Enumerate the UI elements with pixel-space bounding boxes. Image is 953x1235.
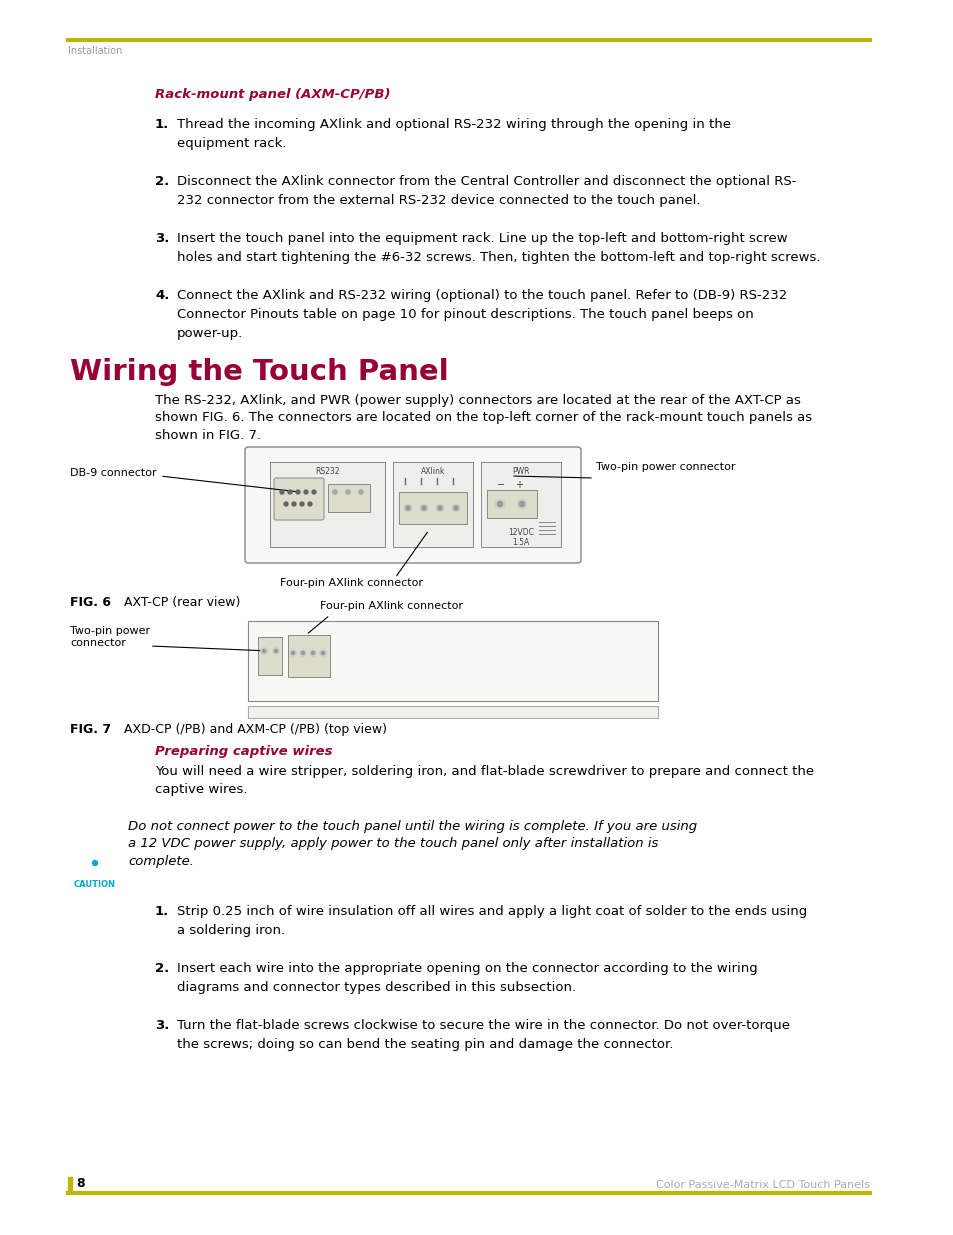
- Text: The RS-232, AXlink, and PWR (power supply) connectors are located at the rear of: The RS-232, AXlink, and PWR (power suppl…: [154, 394, 800, 408]
- Circle shape: [436, 504, 443, 513]
- Text: FIG. 6: FIG. 6: [70, 597, 111, 609]
- Circle shape: [260, 647, 267, 655]
- Text: −: −: [497, 480, 504, 490]
- FancyBboxPatch shape: [274, 478, 324, 520]
- Circle shape: [497, 501, 502, 506]
- Text: You will need a wire stripper, soldering iron, and flat-blade screwdriver to pre: You will need a wire stripper, soldering…: [154, 764, 813, 778]
- Circle shape: [301, 652, 304, 655]
- Circle shape: [73, 830, 117, 874]
- FancyBboxPatch shape: [486, 490, 537, 517]
- Text: DB-9 connector: DB-9 connector: [70, 468, 156, 478]
- Circle shape: [284, 501, 288, 506]
- Circle shape: [308, 501, 312, 506]
- Circle shape: [495, 499, 504, 509]
- Circle shape: [403, 504, 412, 513]
- Text: Insert each wire into the appropriate opening on the connector according to the : Insert each wire into the appropriate op…: [177, 962, 757, 994]
- FancyBboxPatch shape: [248, 621, 658, 701]
- Text: Four-pin AXlink connector: Four-pin AXlink connector: [280, 578, 422, 588]
- Circle shape: [333, 489, 337, 494]
- Text: AXD-CP (/PB) and AXM-CP (/PB) (top view): AXD-CP (/PB) and AXM-CP (/PB) (top view): [116, 722, 387, 736]
- Circle shape: [292, 501, 295, 506]
- Circle shape: [299, 650, 306, 657]
- Text: Connect the AXlink and RS-232 wiring (optional) to the touch panel. Refer to (DB: Connect the AXlink and RS-232 wiring (op…: [177, 289, 786, 340]
- FancyBboxPatch shape: [248, 706, 658, 718]
- Text: Disconnect the AXlink connector from the Central Controller and disconnect the o: Disconnect the AXlink connector from the…: [177, 175, 796, 207]
- Circle shape: [312, 652, 314, 655]
- Text: Two-pin power
connector: Two-pin power connector: [70, 626, 150, 647]
- FancyBboxPatch shape: [270, 462, 385, 547]
- Text: 2.: 2.: [154, 175, 169, 188]
- Text: complete.: complete.: [128, 855, 193, 868]
- Text: captive wires.: captive wires.: [154, 783, 247, 795]
- Circle shape: [288, 490, 292, 494]
- Circle shape: [345, 489, 350, 494]
- Text: a 12 VDC power supply, apply power to the touch panel only after installation is: a 12 VDC power supply, apply power to th…: [128, 837, 658, 851]
- Circle shape: [292, 652, 294, 655]
- Text: AXlink: AXlink: [420, 467, 445, 475]
- Circle shape: [517, 499, 526, 509]
- Circle shape: [309, 650, 316, 657]
- FancyBboxPatch shape: [257, 637, 282, 676]
- Text: Color Passive-Matrix LCD Touch Panels: Color Passive-Matrix LCD Touch Panels: [656, 1179, 869, 1191]
- Text: Two-pin power connector: Two-pin power connector: [596, 462, 735, 472]
- Circle shape: [312, 490, 315, 494]
- FancyBboxPatch shape: [328, 484, 370, 513]
- Text: Preparing captive wires: Preparing captive wires: [154, 745, 333, 758]
- Text: 4.: 4.: [154, 289, 170, 303]
- Circle shape: [262, 650, 265, 652]
- Circle shape: [406, 506, 410, 510]
- Circle shape: [274, 650, 277, 652]
- Circle shape: [319, 650, 326, 657]
- Circle shape: [419, 504, 428, 513]
- Circle shape: [280, 490, 284, 494]
- Text: Do not connect power to the touch panel until the wiring is complete. If you are: Do not connect power to the touch panel …: [128, 820, 697, 832]
- Circle shape: [454, 506, 457, 510]
- Text: AXT-CP (rear view): AXT-CP (rear view): [116, 597, 240, 609]
- FancyBboxPatch shape: [288, 635, 330, 677]
- Text: !: !: [88, 830, 102, 860]
- Text: 8: 8: [76, 1177, 85, 1191]
- Text: 2.: 2.: [154, 962, 169, 974]
- Text: Rack-mount panel (AXM-CP/PB): Rack-mount panel (AXM-CP/PB): [154, 88, 390, 101]
- Circle shape: [304, 490, 308, 494]
- Text: shown in FIG. 7.: shown in FIG. 7.: [154, 429, 261, 442]
- Circle shape: [92, 861, 97, 866]
- Text: 12VDC
1.5A: 12VDC 1.5A: [508, 529, 534, 547]
- FancyBboxPatch shape: [245, 447, 580, 563]
- FancyBboxPatch shape: [393, 462, 473, 547]
- FancyBboxPatch shape: [398, 492, 467, 524]
- Circle shape: [437, 506, 441, 510]
- Text: RS232: RS232: [314, 467, 339, 475]
- Text: shown FIG. 6. The connectors are located on the top-left corner of the rack-moun: shown FIG. 6. The connectors are located…: [154, 411, 811, 425]
- Text: FIG. 7: FIG. 7: [70, 722, 111, 736]
- Circle shape: [273, 647, 279, 655]
- Circle shape: [452, 504, 459, 513]
- Text: Wiring the Touch Panel: Wiring the Touch Panel: [70, 358, 448, 387]
- FancyBboxPatch shape: [480, 462, 560, 547]
- Circle shape: [321, 652, 324, 655]
- Text: Installation: Installation: [68, 46, 122, 56]
- Text: Thread the incoming AXlink and optional RS-232 wiring through the opening in the: Thread the incoming AXlink and optional …: [177, 119, 730, 149]
- Circle shape: [289, 650, 296, 657]
- Text: 3.: 3.: [154, 1019, 170, 1032]
- Circle shape: [299, 501, 304, 506]
- Bar: [68, 1177, 71, 1193]
- Text: 3.: 3.: [154, 232, 170, 245]
- Text: 1.: 1.: [154, 119, 169, 131]
- Text: PWR: PWR: [512, 467, 529, 475]
- Text: CAUTION: CAUTION: [74, 881, 116, 889]
- Circle shape: [295, 490, 299, 494]
- Text: Strip 0.25 inch of wire insulation off all wires and apply a light coat of solde: Strip 0.25 inch of wire insulation off a…: [177, 905, 806, 937]
- Circle shape: [519, 501, 524, 506]
- Text: 1.: 1.: [154, 905, 169, 918]
- Text: Insert the touch panel into the equipment rack. Line up the top-left and bottom-: Insert the touch panel into the equipmen…: [177, 232, 820, 264]
- Circle shape: [421, 506, 426, 510]
- Text: +: +: [515, 480, 522, 490]
- Text: Four-pin AXlink connector: Four-pin AXlink connector: [319, 601, 462, 611]
- Circle shape: [358, 489, 363, 494]
- Text: Turn the flat-blade screws clockwise to secure the wire in the connector. Do not: Turn the flat-blade screws clockwise to …: [177, 1019, 789, 1051]
